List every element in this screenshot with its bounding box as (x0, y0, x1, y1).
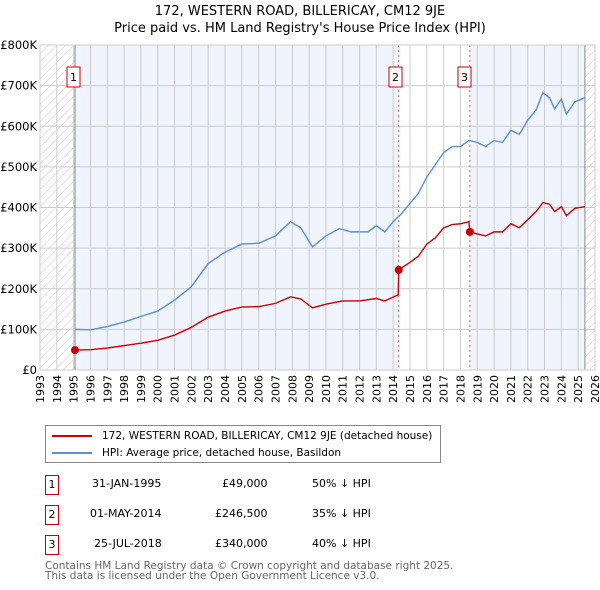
sale-marker-box (388, 66, 403, 88)
sale-hpi: 35% ↓ HPI (312, 507, 371, 520)
x-tick-label: 2001 (169, 375, 182, 403)
x-tick-label: 2019 (471, 375, 484, 403)
y-tick-label: £200K (0, 282, 37, 296)
x-tick-label: 2020 (488, 375, 501, 403)
sale-marker-number: 1 (70, 71, 77, 84)
sale-row: 2 01-MAY-2014 £246,500 35% ↓ HPI (45, 505, 445, 525)
sale-price: £340,000 (215, 537, 268, 550)
y-tick-label: £0 (22, 363, 37, 377)
sale-date: 31-JAN-1995 (92, 477, 162, 490)
legend-swatch-hpi (52, 452, 92, 454)
x-tick-label: 2011 (337, 375, 350, 403)
sale-price: £246,500 (215, 507, 268, 520)
property-price-line (74, 201, 586, 351)
x-tick-label: 1998 (118, 375, 131, 403)
sale-marker-label: 2 (45, 505, 59, 525)
x-tick-label: 2010 (320, 375, 333, 403)
sale-marker-label: 1 (45, 475, 59, 495)
sale-date: 01-MAY-2014 (90, 507, 162, 520)
x-tick-label: 2008 (286, 375, 299, 403)
sale-hpi: 50% ↓ HPI (312, 477, 371, 490)
x-tick-label: 1993 (34, 375, 47, 403)
x-tick-label: 2026 (589, 375, 600, 403)
sale-hpi: 40% ↓ HPI (312, 537, 371, 550)
sale-point-2 (394, 265, 403, 274)
x-tick-label: 2013 (370, 375, 383, 403)
legend-label-hpi: HPI: Average price, detached house, Basi… (102, 447, 342, 459)
x-tick-label: 2022 (522, 375, 535, 403)
x-tick-label: 2025 (572, 375, 585, 403)
x-tick-label: 2003 (202, 375, 215, 403)
x-tick-label: 2000 (152, 375, 165, 403)
sale-date: 25-JUL-2018 (94, 537, 162, 550)
x-tick-label: 1995 (68, 375, 81, 403)
plot-border (39, 44, 596, 371)
x-tick-label: 2017 (438, 375, 451, 403)
x-tick-label: 1994 (51, 375, 64, 403)
chart-subtitle: Price paid vs. HM Land Registry's House … (114, 21, 486, 36)
x-tick-label: 2006 (253, 375, 266, 403)
sale-price: £49,000 (222, 477, 268, 490)
y-tick-label: £800K (0, 38, 37, 52)
x-tick-label: 2023 (539, 375, 552, 403)
legend-swatch-property (52, 435, 92, 437)
legend-label-property: 172, WESTERN ROAD, BILLERICAY, CM12 9JE … (102, 430, 433, 442)
sale-marker-number: 3 (461, 71, 468, 84)
sale-row: 1 31-JAN-1995 £49,000 50% ↓ HPI (45, 475, 445, 495)
x-tick-label: 2015 (404, 375, 417, 403)
x-tick-label: 1999 (135, 375, 148, 403)
sale-point-3 (465, 227, 474, 236)
plot-area: 1993 1994 1995 1996 1997 1998 1999 2000 2001 2002… (0, 38, 600, 403)
footer: Contains HM Land Registry data © Crown c… (45, 560, 454, 582)
x-tick-label: 2004 (219, 375, 232, 403)
sale-marker-box (457, 66, 472, 88)
x-tick-label: 2018 (454, 375, 467, 403)
x-tick-label: 1997 (101, 375, 114, 403)
y-tick-label: £700K (0, 79, 37, 93)
x-tick-label: 2009 (303, 375, 316, 403)
sale-row: 3 25-JUL-2018 £340,000 40% ↓ HPI (45, 535, 445, 555)
x-tick-label: 2014 (387, 375, 400, 403)
footer-line2: This data is licensed under the Open Gov… (45, 570, 380, 582)
x-tick-label: 2012 (354, 375, 367, 403)
legend: 172, WESTERN ROAD, BILLERICAY, CM12 9JE … (45, 425, 441, 463)
sale-point-1 (70, 346, 79, 355)
x-tick-label: 1996 (84, 375, 97, 403)
y-tick-label: £500K (0, 160, 37, 174)
footer-line1: Contains HM Land Registry data © Crown c… (45, 560, 454, 572)
chart-title: 172, WESTERN ROAD, BILLERICAY, CM12 9JE (154, 4, 446, 19)
sale-marker-number: 2 (392, 71, 399, 84)
x-tick-label: 2024 (555, 375, 568, 403)
sale-marker-label: 3 (45, 535, 59, 555)
x-tick-label: 2002 (185, 375, 198, 403)
x-tick-label: 2005 (236, 375, 249, 403)
y-tick-label: £600K (0, 119, 37, 133)
x-tick-label: 2016 (421, 375, 434, 403)
y-tick-label: £300K (0, 241, 37, 255)
sale-marker-box (66, 66, 81, 88)
y-tick-label: £400K (0, 201, 37, 215)
x-tick-label: 2007 (269, 375, 282, 403)
y-tick-label: £100K (0, 322, 37, 336)
hpi-line (74, 91, 586, 331)
x-tick-label: 2021 (505, 375, 518, 403)
